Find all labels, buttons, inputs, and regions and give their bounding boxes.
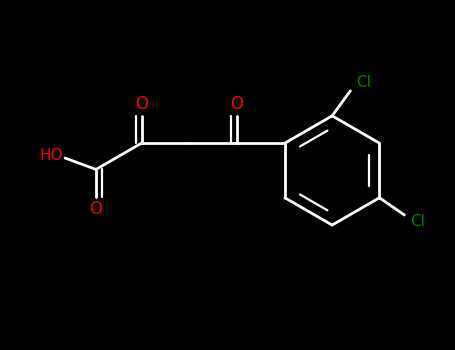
Text: Cl: Cl [410, 214, 425, 229]
Text: O: O [135, 94, 148, 113]
Text: HO: HO [39, 148, 63, 163]
Text: O: O [90, 200, 102, 218]
Text: Cl: Cl [356, 75, 370, 90]
Text: O: O [231, 94, 243, 113]
